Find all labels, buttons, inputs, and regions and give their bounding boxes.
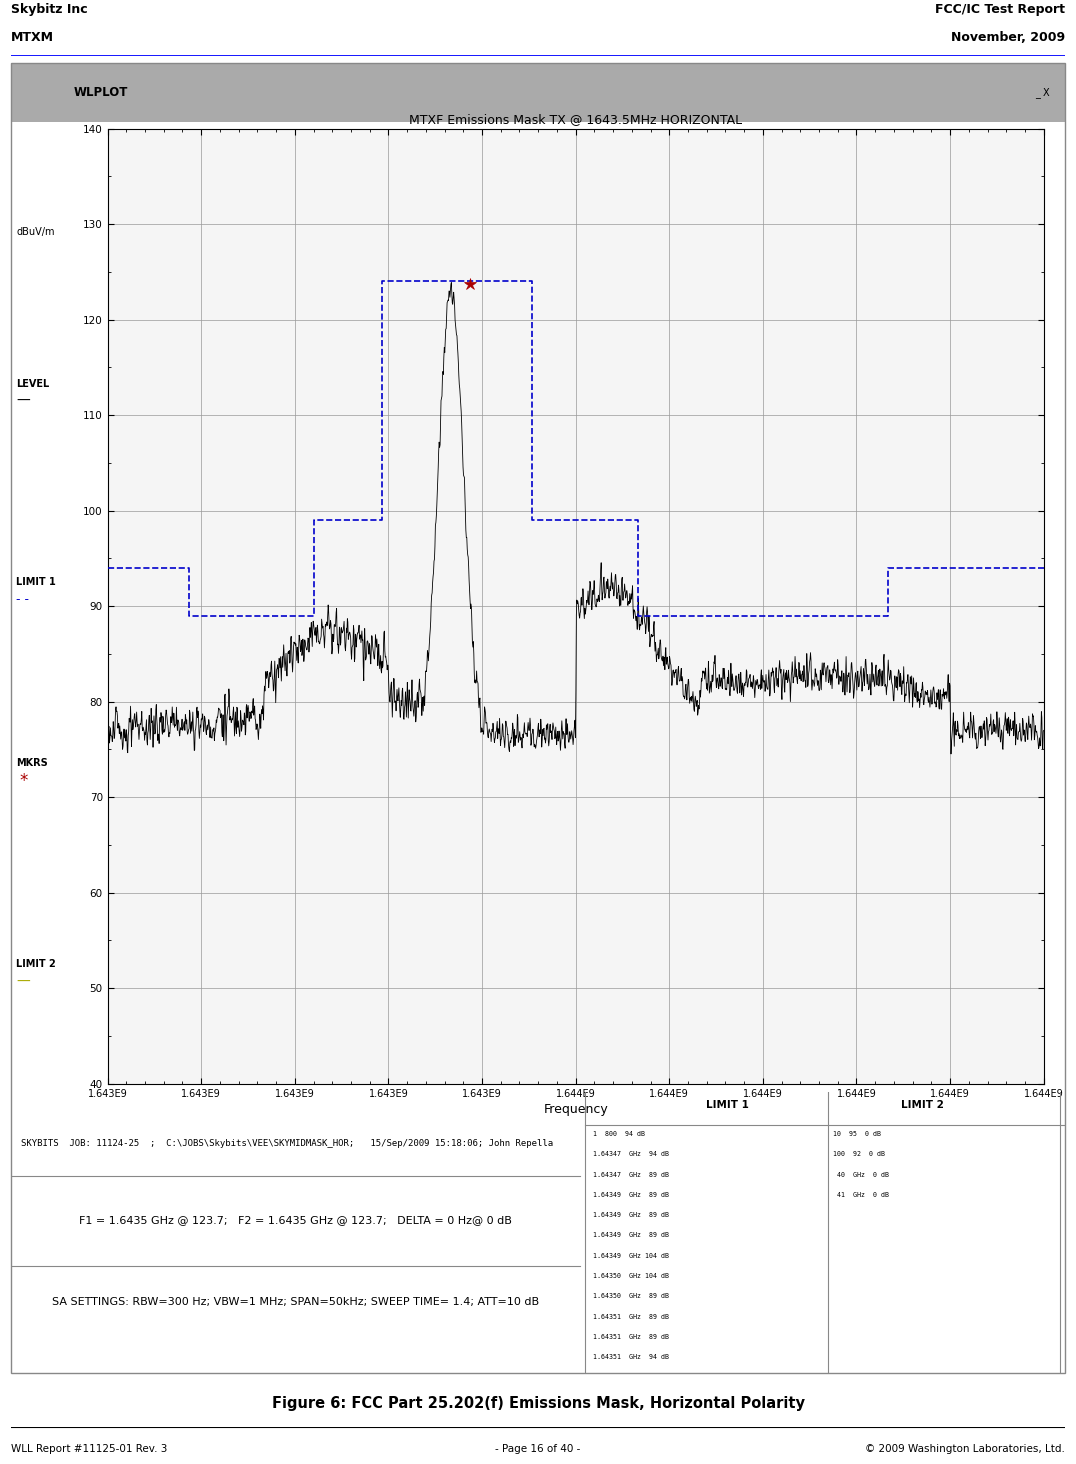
Text: November, 2009: November, 2009	[951, 31, 1065, 44]
Text: 1.64350  GHz 104 dB: 1.64350 GHz 104 dB	[593, 1272, 669, 1280]
Text: WLL Report #11125-01 Rev. 3: WLL Report #11125-01 Rev. 3	[11, 1445, 167, 1454]
X-axis label: Frequency: Frequency	[543, 1102, 608, 1116]
Text: 1.64347  GHz  94 dB: 1.64347 GHz 94 dB	[593, 1151, 669, 1157]
Text: MKRS: MKRS	[16, 758, 48, 769]
Text: LIMIT 2: LIMIT 2	[16, 959, 56, 969]
Text: dBuV/m: dBuV/m	[16, 227, 55, 237]
Text: Skybitz Inc: Skybitz Inc	[11, 3, 87, 16]
Text: *: *	[19, 772, 28, 791]
Text: 1  800  94 dB: 1 800 94 dB	[593, 1132, 645, 1138]
Text: 100  92  0 dB: 100 92 0 dB	[833, 1151, 886, 1157]
Text: SA SETTINGS: RBW=300 Hz; VBW=1 MHz; SPAN=50kHz; SWEEP TIME= 1.4; ATT=10 dB: SA SETTINGS: RBW=300 Hz; VBW=1 MHz; SPAN…	[52, 1297, 539, 1307]
Text: FCC/IC Test Report: FCC/IC Test Report	[935, 3, 1065, 16]
Text: 1.64349  GHz 104 dB: 1.64349 GHz 104 dB	[593, 1253, 669, 1259]
Text: 1.64349  GHz  89 dB: 1.64349 GHz 89 dB	[593, 1212, 669, 1218]
Text: © 2009 Washington Laboratories, Ltd.: © 2009 Washington Laboratories, Ltd.	[865, 1445, 1065, 1454]
Text: LIMIT 1: LIMIT 1	[706, 1099, 749, 1110]
Text: 1.64349  GHz  89 dB: 1.64349 GHz 89 dB	[593, 1233, 669, 1239]
Text: 1.64350  GHz  89 dB: 1.64350 GHz 89 dB	[593, 1293, 669, 1299]
Text: 40  GHz  0 dB: 40 GHz 0 dB	[833, 1171, 889, 1177]
Text: SKYBITS  JOB: 11124-25  ;  C:\JOBS\Skybits\VEE\SKYMIDMASK_HOR;   15/Sep/2009 15:: SKYBITS JOB: 11124-25 ; C:\JOBS\Skybits\…	[22, 1139, 553, 1148]
Text: 1.64351  GHz  94 dB: 1.64351 GHz 94 dB	[593, 1354, 669, 1360]
Text: 1.64349  GHz  89 dB: 1.64349 GHz 89 dB	[593, 1192, 669, 1198]
Text: - -: - -	[16, 593, 29, 606]
Text: 1.64347  GHz  89 dB: 1.64347 GHz 89 dB	[593, 1171, 669, 1177]
Text: WLPLOT: WLPLOT	[74, 86, 128, 100]
Bar	[11, 63, 1065, 122]
Text: —: —	[16, 975, 30, 988]
Text: MTXM: MTXM	[11, 31, 54, 44]
Text: F1 = 1.6435 GHz @ 123.7;   F2 = 1.6435 GHz @ 123.7;   DELTA = 0 Hz@ 0 dB: F1 = 1.6435 GHz @ 123.7; F2 = 1.6435 GHz…	[79, 1215, 512, 1225]
Text: 41  GHz  0 dB: 41 GHz 0 dB	[833, 1192, 889, 1198]
Text: 1.64351  GHz  89 dB: 1.64351 GHz 89 dB	[593, 1313, 669, 1319]
Text: Figure 6: FCC Part 25.202(f) Emissions Mask, Horizontal Polarity: Figure 6: FCC Part 25.202(f) Emissions M…	[271, 1397, 805, 1411]
Text: - Page 16 of 40 -: - Page 16 of 40 -	[495, 1445, 581, 1454]
Text: 1.64351  GHz  89 dB: 1.64351 GHz 89 dB	[593, 1334, 669, 1340]
Text: LIMIT 1: LIMIT 1	[16, 577, 56, 587]
Title: MTXF Emissions Mask TX @ 1643.5MHz HORIZONTAL: MTXF Emissions Mask TX @ 1643.5MHz HORIZ…	[409, 113, 742, 126]
Text: —: —	[16, 394, 30, 407]
Text: 10  95  0 dB: 10 95 0 dB	[833, 1132, 881, 1138]
Text: LEVEL: LEVEL	[16, 379, 49, 389]
Text: _ X: _ X	[1035, 86, 1049, 98]
Text: LIMIT 2: LIMIT 2	[902, 1099, 945, 1110]
